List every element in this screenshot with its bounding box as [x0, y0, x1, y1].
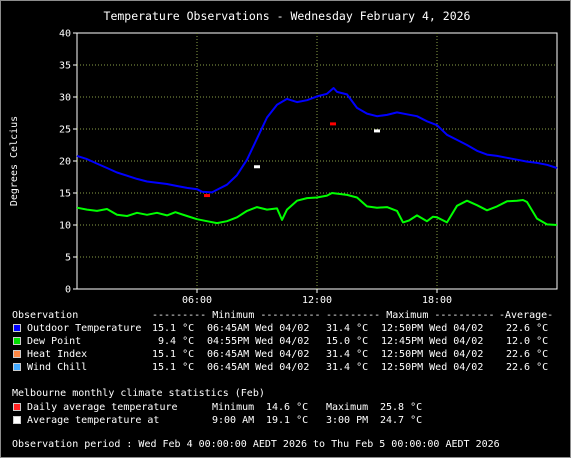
- climate-label: Average temperature at: [27, 415, 160, 426]
- legend-header-minimum: --------- Minimum ----------: [152, 310, 321, 321]
- climate-time-2: 3:00 PM: [326, 415, 369, 426]
- climate-swatch: [13, 403, 21, 411]
- y-tick-label: 0: [65, 285, 71, 296]
- legend-min-value: 15.1 °C: [152, 323, 195, 334]
- legend-series-name: Dew Point: [27, 336, 82, 347]
- legend-max-time: 12:50PM Wed 04/02: [381, 349, 484, 360]
- climate-max-value: 25.8 °C: [380, 402, 423, 413]
- climate-title: Melbourne monthly climate statistics (Fe…: [12, 388, 265, 399]
- y-tick-label: 15: [59, 189, 71, 200]
- legend-max-value: 31.4 °C: [326, 323, 369, 334]
- legend-min-time: 06:45AM Wed 04/02: [207, 323, 310, 334]
- climate-marker: [204, 194, 210, 198]
- y-tick-label: 25: [59, 125, 71, 136]
- climate-min-value: 14.6 °C: [266, 402, 309, 413]
- legend-min-time: 06:45AM Wed 04/02: [207, 362, 310, 373]
- legend-swatch: [13, 337, 21, 345]
- legend-swatch: [13, 363, 21, 371]
- legend-min-value: 15.1 °C: [152, 362, 195, 373]
- legend-max-value: 31.4 °C: [326, 349, 369, 360]
- legend-max-value: 15.0 °C: [326, 336, 369, 347]
- observation-period: Observation period : Wed Feb 4 00:00:00 …: [12, 439, 500, 450]
- y-axis-label: Degrees Celcius: [9, 116, 20, 206]
- y-tick-label: 35: [59, 61, 71, 72]
- x-axis-ticks: 06:00 12:00 18:00: [182, 289, 452, 306]
- chart-title: Temperature Observations - Wednesday Feb…: [104, 9, 471, 23]
- legend-series-name: Wind Chill: [27, 362, 88, 373]
- climate-max-label: Maximum: [326, 402, 369, 413]
- legend-swatch: [13, 350, 21, 358]
- y-tick-label: 30: [59, 93, 71, 104]
- x-tick-label: 12:00: [302, 295, 332, 306]
- legend-average: 22.6 °C: [506, 349, 549, 360]
- legend-series-name: Heat Index: [27, 349, 88, 360]
- climate-marker: [330, 122, 336, 126]
- series-line-dew-point: [76, 192, 558, 226]
- legend-average: 22.6 °C: [506, 323, 549, 334]
- x-tick-label: 06:00: [182, 295, 212, 306]
- climate-marker: [374, 129, 380, 133]
- legend-swatch: [13, 324, 21, 332]
- y-axis-ticks: 0 5 10 15 20 25 30 35 40: [59, 29, 77, 296]
- legend-min-value: 15.1 °C: [152, 349, 195, 360]
- climate-marker: [254, 165, 260, 169]
- legend-max-time: 12:50PM Wed 04/02: [381, 362, 484, 373]
- legend-min-time: 06:45AM Wed 04/02: [207, 349, 310, 360]
- legend-min-time: 04:55PM Wed 04/02: [207, 336, 310, 347]
- legend-max-time: 12:50PM Wed 04/02: [381, 323, 484, 334]
- legend-max-time: 12:45PM Wed 04/02: [381, 336, 484, 347]
- x-tick-label: 18:00: [422, 295, 452, 306]
- legend-header-maximum: --------- Maximum ----------: [326, 310, 495, 321]
- legend-header-observation: Observation: [12, 310, 79, 321]
- gridlines: [77, 33, 557, 289]
- climate-value-1: 19.1 °C: [266, 415, 309, 426]
- legend-max-value: 31.4 °C: [326, 362, 369, 373]
- series-lines: [76, 87, 558, 226]
- legend-min-value: 9.4 °C: [158, 336, 195, 347]
- legend-header-average: -Average-: [499, 310, 554, 321]
- climate-value-2: 24.7 °C: [380, 415, 423, 426]
- climate-label: Daily average temperature: [27, 402, 178, 413]
- climate-time-1: 9:00 AM: [212, 415, 255, 426]
- y-tick-label: 20: [59, 157, 71, 168]
- legend-series-name: Outdoor Temperature: [27, 323, 142, 334]
- y-tick-label: 40: [59, 29, 71, 40]
- climate-markers: [204, 122, 380, 198]
- series-line-outdoor-temperature: [76, 87, 558, 194]
- climate-min-label: Minimum: [212, 402, 255, 413]
- y-tick-label: 5: [65, 253, 71, 264]
- legend-average: 12.0 °C: [506, 336, 549, 347]
- climate-swatch: [13, 416, 21, 424]
- y-tick-label: 10: [59, 221, 71, 232]
- legend-average: 22.6 °C: [506, 362, 549, 373]
